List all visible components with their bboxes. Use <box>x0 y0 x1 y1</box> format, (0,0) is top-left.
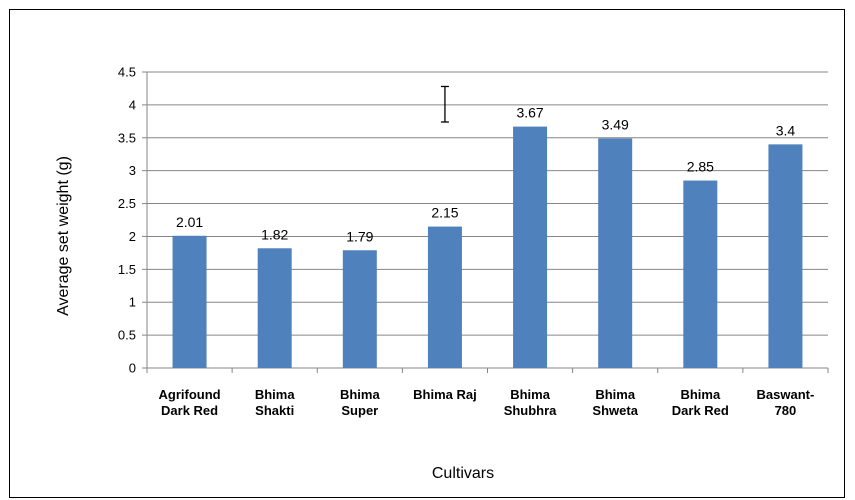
bar <box>257 248 292 368</box>
x-category-label: Bhima Shweta <box>592 387 638 418</box>
bar-data-label: 2.85 <box>687 159 714 175</box>
bar-data-label: 2.15 <box>431 205 458 221</box>
bar <box>342 250 377 368</box>
bar-data-label: 3.67 <box>516 105 543 121</box>
x-axis-title: Cultivars <box>432 465 494 482</box>
y-tick-label: 2 <box>129 229 136 244</box>
bar-data-label: 2.01 <box>176 214 203 230</box>
y-tick-label: 2.5 <box>118 196 136 211</box>
y-tick-label: 3 <box>129 163 136 178</box>
gridlines <box>142 71 829 373</box>
y-tick-labels: 0 0.5 1 1.5 2 2.5 3 3.5 4 4.5 <box>118 65 136 376</box>
bar-data-label: 3.4 <box>776 122 796 138</box>
bars <box>172 126 803 369</box>
bar <box>768 144 803 368</box>
bar-data-label: 1.82 <box>261 226 288 242</box>
x-category-label: Bhima Shakti <box>255 387 296 418</box>
error-bar <box>440 85 449 123</box>
y-tick-label: 0 <box>129 361 136 376</box>
x-category-label: Bhima Dark Red <box>672 387 729 418</box>
bar <box>172 235 207 368</box>
bar-data-label: 3.49 <box>602 116 629 132</box>
y-tick-label: 4 <box>129 97 136 112</box>
x-category-label: Baswant-780 <box>757 387 815 418</box>
y-tick-label: 1.5 <box>118 262 136 277</box>
bar <box>427 226 462 368</box>
x-category-labels: Agrifound Dark Red Bhima Shakti Bhima Super Bh… <box>159 387 815 418</box>
x-category-label: Bhima Super <box>340 387 381 418</box>
x-category-label: Agrifound Dark Red <box>159 387 221 418</box>
y-tick-label: 3.5 <box>118 130 136 145</box>
bar-data-label: 1.79 <box>346 228 373 244</box>
x-category-label: Bhima Raj <box>413 387 477 402</box>
y-tick-label: 4.5 <box>118 65 136 80</box>
bar <box>513 126 548 369</box>
y-axis-title: Average set weight (g) <box>55 156 72 316</box>
bar <box>598 138 633 368</box>
y-tick-label: 1 <box>129 295 136 310</box>
x-category-label: Bhima Shubhra <box>504 387 557 418</box>
data-labels: 2.01 1.82 1.79 2.15 3.67 3.49 2.85 3.4 <box>176 105 795 245</box>
bar <box>683 180 718 368</box>
y-tick-label: 0.5 <box>118 328 136 343</box>
